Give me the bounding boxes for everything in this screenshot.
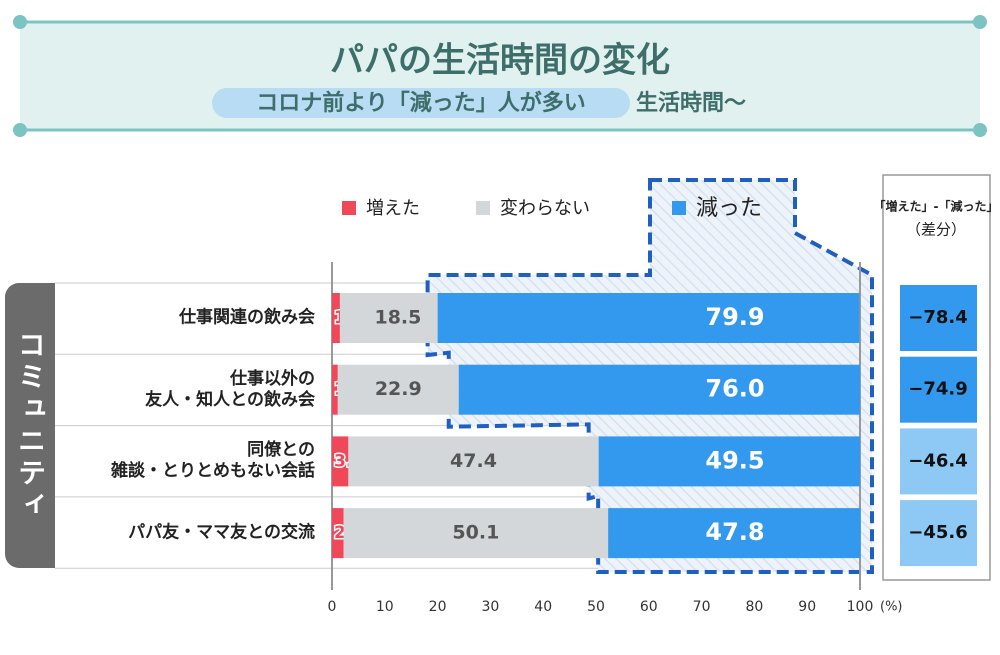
difference-box [900,285,977,351]
bar-segment [598,436,860,487]
x-tick-label: 10 [376,599,394,615]
bar-segment [332,508,344,559]
value-label: 79.9 [705,303,764,331]
difference-label: −78.4 [908,307,968,328]
value-label: 49.5 [705,446,764,474]
bar-segment [608,508,861,559]
x-tick-label: 40 [534,599,552,615]
difference-box [900,428,977,495]
legend-label: 減った [696,196,762,221]
x-tick-label: 50 [587,599,605,615]
bar-segment [332,293,340,343]
difference-box [900,500,977,567]
value-label: 47.8 [705,518,764,546]
x-tick-label: 60 [640,599,658,615]
value-label: 47.4 [450,450,497,472]
dot [13,123,27,137]
value-label: 50.1 [452,522,499,544]
subtitle-highlight [212,88,630,118]
x-tick-label: 80 [745,599,763,615]
category-label: 同僚との 雑談・とりとめもない会話 [111,440,315,482]
category-label: 仕事関連の飲み会 [179,307,315,328]
x-tick-label: 100 [847,599,874,615]
x-tick-label: 90 [798,599,816,615]
bar-segment [437,293,860,343]
bar-segment [332,436,349,487]
group-label: コミュニティ [5,283,55,568]
x-tick-label: 0 [328,599,337,615]
bar-segment [343,508,609,559]
bar-segment [339,293,438,343]
x-tick-label: 20 [429,599,447,615]
x-tick-label: 30 [481,599,499,615]
value-label: 22.9 [375,378,422,400]
bar-segment [458,364,860,415]
difference-subtitle: （差分） [906,221,966,239]
legend-label: 増えた [366,198,420,219]
legend-label: 変わらない [500,198,590,219]
x-tick-label: 70 [693,599,711,615]
bar-segment [348,436,599,487]
dot [13,15,27,29]
subtitle: 生活時間〜 [636,91,746,116]
dot [973,15,987,29]
legend-swatch [342,201,356,215]
legend-swatch [672,201,686,215]
difference-label: −46.4 [908,450,968,471]
bar-segment [332,364,338,415]
dot [973,123,987,137]
difference-label: −45.6 [908,522,968,543]
category-label: パパ友・ママ友との交流 [128,522,315,543]
x-axis-label: (%) [880,600,903,615]
subtitle: コロナ前より「減った」人が多い [256,90,586,116]
difference-label: −74.9 [908,379,968,400]
difference-box [900,356,977,423]
legend-swatch [476,201,490,215]
title: パパの生活時間の変化 [330,41,670,81]
value-label: 18.5 [374,307,421,329]
category-label: 仕事以外の 友人・知人との飲み会 [145,368,315,410]
difference-title: 「増えた」-「減った」 [874,199,999,214]
value-label: 76.0 [705,375,764,403]
bar-segment [337,364,459,415]
